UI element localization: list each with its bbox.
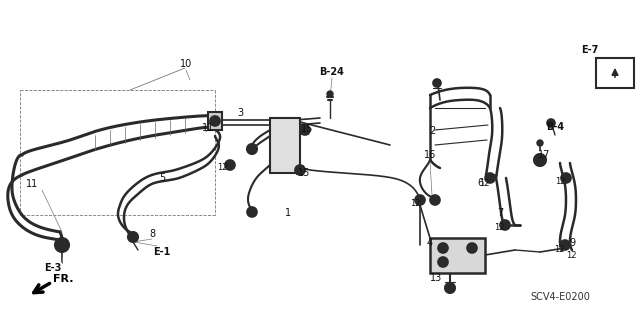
Circle shape [295,165,305,175]
Text: 17: 17 [538,150,550,160]
Text: B-4: B-4 [546,122,564,132]
Circle shape [225,160,235,170]
Circle shape [438,257,448,267]
Circle shape [534,154,546,166]
Text: SCV4-E0200: SCV4-E0200 [530,292,590,302]
Circle shape [500,220,510,230]
Circle shape [433,198,437,202]
Text: 12: 12 [555,177,565,187]
Circle shape [438,243,448,253]
Circle shape [561,173,571,183]
Text: 7: 7 [497,208,503,218]
Text: 13: 13 [430,273,442,283]
Text: FR.: FR. [53,274,74,284]
Text: 15: 15 [301,124,313,134]
Circle shape [547,119,555,127]
Text: 12: 12 [217,164,227,173]
Circle shape [485,173,495,183]
Text: E-3: E-3 [44,263,61,273]
Bar [596,58,634,88]
Text: 12: 12 [554,246,564,255]
Circle shape [488,176,492,180]
Text: 9: 9 [569,238,575,248]
Text: E-1: E-1 [154,247,171,257]
Text: 8: 8 [149,229,155,239]
Circle shape [430,195,440,205]
Text: 11: 11 [26,179,38,189]
Circle shape [327,91,333,97]
Circle shape [433,79,441,87]
Circle shape [537,140,543,146]
Text: 12: 12 [410,199,420,209]
Circle shape [210,116,220,126]
Circle shape [59,242,65,248]
Text: 11: 11 [202,123,214,133]
Text: 3: 3 [237,108,243,118]
Bar [208,112,222,130]
Circle shape [563,243,567,247]
Text: E-7: E-7 [581,45,598,55]
Circle shape [131,234,136,240]
Circle shape [467,243,477,253]
Circle shape [228,163,232,167]
Text: 4: 4 [427,238,433,248]
Bar [430,238,485,273]
Circle shape [447,286,452,291]
Text: 12: 12 [566,250,576,259]
Circle shape [55,238,69,252]
Circle shape [537,157,543,163]
Circle shape [503,223,507,227]
Text: 10: 10 [180,59,192,69]
Text: B-24: B-24 [319,67,344,77]
Text: 15: 15 [298,168,310,178]
Circle shape [564,176,568,180]
Circle shape [300,125,310,135]
Circle shape [415,195,425,205]
Circle shape [560,240,570,250]
Circle shape [445,283,455,293]
Circle shape [128,232,138,242]
Text: 2: 2 [429,126,435,136]
Text: 1: 1 [285,208,291,218]
Text: 5: 5 [159,173,165,183]
Text: 12: 12 [479,179,489,188]
Circle shape [247,207,257,217]
Circle shape [247,144,257,154]
Text: 16: 16 [424,150,436,160]
Text: 12: 12 [493,222,504,232]
Bar [270,118,300,173]
Text: 6: 6 [477,178,483,188]
